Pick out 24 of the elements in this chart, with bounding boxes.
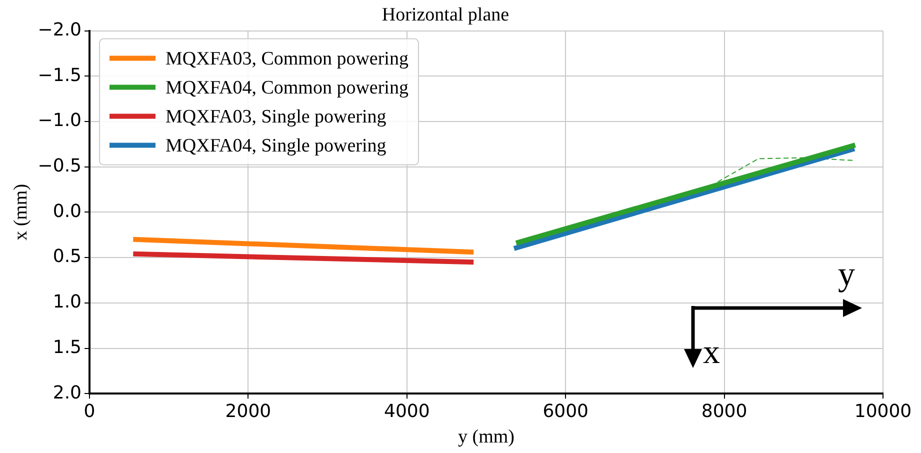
- y-tick-label: 1.0: [52, 292, 82, 313]
- x-tick-label: 4000: [384, 401, 430, 422]
- y-tick-label: 0.5: [52, 246, 82, 268]
- legend-label: MQXFA03, Single powering: [166, 106, 387, 128]
- y-tick-label: −2.0: [38, 19, 82, 40]
- legend-label: MQXFA04, Common powering: [166, 77, 409, 98]
- annotation: y: [838, 256, 855, 293]
- legend-label: MQXFA03, Common powering: [166, 48, 409, 70]
- y-tick-label: −0.5: [38, 156, 82, 177]
- y-tick-label: 2.0: [52, 382, 82, 404]
- annotation: x: [703, 334, 720, 371]
- legend-label: MQXFA04, Single powering: [166, 135, 387, 156]
- x-tick-label: 10000: [854, 401, 912, 422]
- y-tick-label: 0.0: [52, 200, 82, 222]
- y-tick-label: −1.5: [38, 64, 82, 86]
- y-tick-label: 1.5: [52, 336, 82, 358]
- chart-title: Horizontal plane: [382, 4, 510, 26]
- x-tick-label: 6000: [542, 401, 589, 422]
- x-tick-label: 2000: [225, 401, 272, 422]
- y-tick-label: −1.0: [38, 110, 82, 132]
- y-axis-title: x (mm): [10, 184, 32, 240]
- x-tick-label: 8000: [701, 401, 748, 422]
- x-axis-title: y (mm): [458, 426, 514, 448]
- x-tick-label: 0: [84, 401, 96, 422]
